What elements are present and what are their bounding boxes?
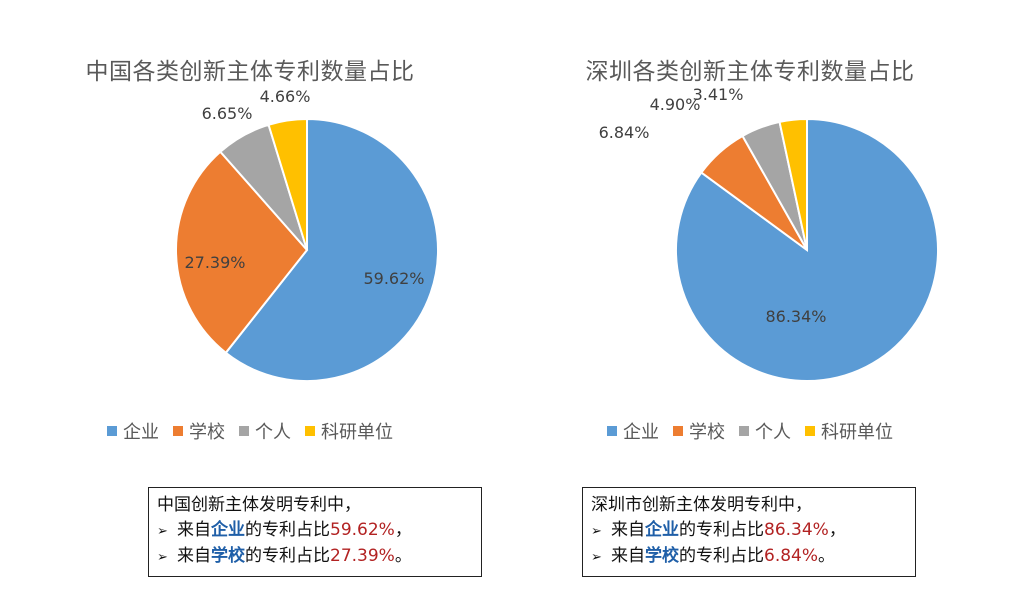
china-summary-note: 中国创新主体发明专利中， ➢ 来自企业的专利占比59.62%， ➢ 来自学校的专利占… bbox=[148, 487, 482, 577]
note-mid: 的专利占比 bbox=[679, 546, 764, 566]
note-percent: 59.62% bbox=[330, 520, 395, 540]
note-prefix: 来自 bbox=[177, 546, 211, 566]
note-heading: 中国创新主体发明专利中， bbox=[157, 495, 361, 515]
legend-item-individual: 个人 bbox=[239, 418, 291, 444]
note-prefix: 来自 bbox=[611, 520, 645, 540]
note-line: ➢ 来自企业的专利占比59.62%， bbox=[157, 518, 473, 544]
legend-item-enterprise: 企业 bbox=[607, 418, 659, 444]
note-emphasis: 企业 bbox=[211, 520, 245, 540]
legend-label: 企业 bbox=[123, 422, 159, 443]
legend-item-individual: 个人 bbox=[739, 418, 791, 444]
shenzhen-pie-chart: 86.34% 6.84%4.90%3.41% bbox=[599, 85, 939, 382]
data-label-school: 6.84% bbox=[599, 123, 650, 142]
data-label-school: 27.39% bbox=[184, 253, 245, 272]
note-suffix: ， bbox=[394, 520, 412, 540]
note-mid: 的专利占比 bbox=[245, 520, 330, 540]
legend-label: 学校 bbox=[689, 422, 725, 443]
legend-swatch-individual bbox=[239, 426, 249, 436]
arrow-bullet-icon: ➢ bbox=[157, 524, 168, 539]
note-emphasis: 学校 bbox=[211, 546, 245, 566]
legend-label: 学校 bbox=[189, 422, 225, 443]
legend-label: 企业 bbox=[623, 422, 659, 443]
legend-swatch-school bbox=[173, 426, 183, 436]
note-emphasis: 学校 bbox=[645, 546, 679, 566]
arrow-bullet-icon: ➢ bbox=[157, 550, 168, 565]
arrow-bullet-icon: ➢ bbox=[591, 550, 602, 565]
note-prefix: 来自 bbox=[611, 546, 645, 566]
data-label-individual: 4.90% bbox=[650, 95, 701, 114]
note-mid: 的专利占比 bbox=[245, 546, 330, 566]
legend-item-institute: 科研单位 bbox=[305, 418, 393, 444]
legend-item-institute: 科研单位 bbox=[805, 418, 893, 444]
data-label-institute: 3.41% bbox=[693, 85, 744, 104]
note-percent: 6.84% bbox=[764, 546, 819, 566]
chart-legend: 企业 学校 个人 科研单位 bbox=[0, 418, 500, 444]
chart-legend: 企业 学校 个人 科研单位 bbox=[500, 418, 1000, 444]
note-line: ➢ 来自学校的专利占比6.84%。 bbox=[591, 544, 907, 570]
legend-swatch-enterprise bbox=[607, 426, 617, 436]
legend-swatch-institute bbox=[305, 426, 315, 436]
legend-label: 科研单位 bbox=[821, 422, 893, 443]
data-label-institute: 4.66% bbox=[260, 87, 311, 106]
note-line: ➢ 来自学校的专利占比27.39%。 bbox=[157, 544, 473, 570]
legend-item-enterprise: 企业 bbox=[107, 418, 159, 444]
legend-item-school: 学校 bbox=[673, 418, 725, 444]
legend-swatch-individual bbox=[739, 426, 749, 436]
note-percent: 27.39% bbox=[330, 546, 395, 566]
legend-swatch-institute bbox=[805, 426, 815, 436]
pie-slice-institute bbox=[267, 117, 308, 251]
note-suffix: 。 bbox=[818, 546, 836, 566]
shenzhen-summary-note: 深圳市创新主体发明专利中， ➢ 来自企业的专利占比86.34%， ➢ 来自学校的专利… bbox=[582, 487, 916, 577]
legend-label: 个人 bbox=[255, 422, 291, 443]
chart-title: 深圳各类创新主体专利数量占比 bbox=[585, 59, 915, 85]
note-suffix: 。 bbox=[394, 546, 412, 566]
legend-swatch-school bbox=[673, 426, 683, 436]
note-emphasis: 企业 bbox=[645, 520, 679, 540]
legend-label: 科研单位 bbox=[321, 422, 393, 443]
pie-slice-institute bbox=[778, 117, 808, 251]
data-label-enterprise: 86.34% bbox=[765, 307, 826, 326]
legend-label: 个人 bbox=[755, 422, 791, 443]
pie-slice-enterprise bbox=[224, 117, 439, 382]
note-suffix: ， bbox=[828, 520, 846, 540]
note-line: ➢ 来自企业的专利占比86.34%， bbox=[591, 518, 907, 544]
data-label-individual: 6.65% bbox=[202, 104, 253, 123]
note-prefix: 来自 bbox=[177, 520, 211, 540]
note-percent: 86.34% bbox=[764, 520, 829, 540]
chart-title: 中国各类创新主体专利数量占比 bbox=[85, 59, 415, 85]
shenzhen-pie-chart-panel: 深圳各类创新主体专利数量占比 86.34% 6.84% 4.90% 3.41% 企业 … bbox=[500, 0, 1000, 470]
china-pie-chart-panel: 中国各类创新主体专利数量占比 59.62% 27.39% 6.65% 4.66% 企业… bbox=[0, 0, 500, 470]
note-mid: 的专利占比 bbox=[679, 520, 764, 540]
china-pie-chart: 59.62% 27.39% 6.65% 4.66% bbox=[175, 87, 439, 382]
legend-swatch-enterprise bbox=[107, 426, 117, 436]
data-label-enterprise: 59.62% bbox=[363, 269, 424, 288]
arrow-bullet-icon: ➢ bbox=[591, 524, 602, 539]
pie-slice-school bbox=[175, 150, 309, 355]
legend-item-school: 学校 bbox=[173, 418, 225, 444]
note-heading: 深圳市创新主体发明专利中， bbox=[591, 495, 812, 515]
pie-slice-enterprise bbox=[675, 117, 939, 382]
